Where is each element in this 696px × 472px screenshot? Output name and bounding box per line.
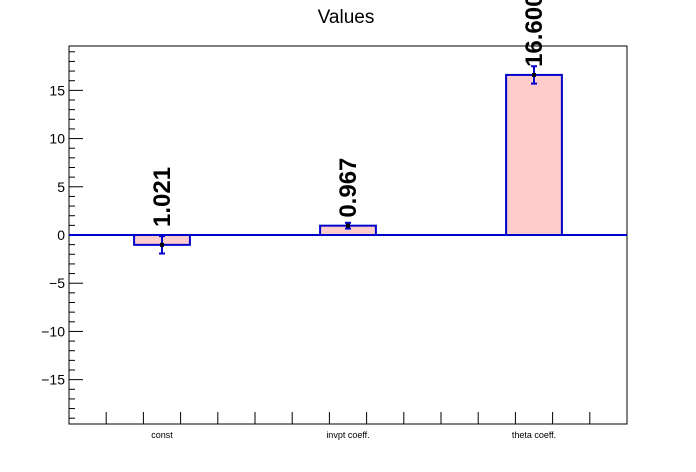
y-tick-label: −5 bbox=[49, 275, 65, 291]
category-label: theta coeff. bbox=[512, 430, 556, 440]
y-tick-label: 5 bbox=[57, 179, 65, 195]
data-label: 0.967 bbox=[335, 158, 362, 218]
y-tick-label: 10 bbox=[49, 131, 65, 147]
y-tick-label: −15 bbox=[41, 372, 65, 388]
category-label: invpt coeff. bbox=[326, 430, 369, 440]
data-point-marker bbox=[532, 72, 536, 77]
bar bbox=[505, 73, 563, 236]
category-label: const bbox=[151, 430, 173, 440]
plot-area: −15 −10 −5 0 5 10 15 1.021 const 0.967 invpt coeff… bbox=[41, 0, 628, 440]
y-tick-label: −10 bbox=[41, 323, 65, 339]
chart-title: Values bbox=[318, 7, 375, 28]
data-point-marker bbox=[160, 242, 164, 247]
data-point-marker bbox=[346, 223, 350, 228]
y-tick-label: 0 bbox=[57, 227, 65, 243]
data-label: 16.600 bbox=[521, 0, 548, 67]
y-tick-label: 15 bbox=[49, 82, 65, 98]
data-label: 1.021 bbox=[149, 167, 176, 227]
